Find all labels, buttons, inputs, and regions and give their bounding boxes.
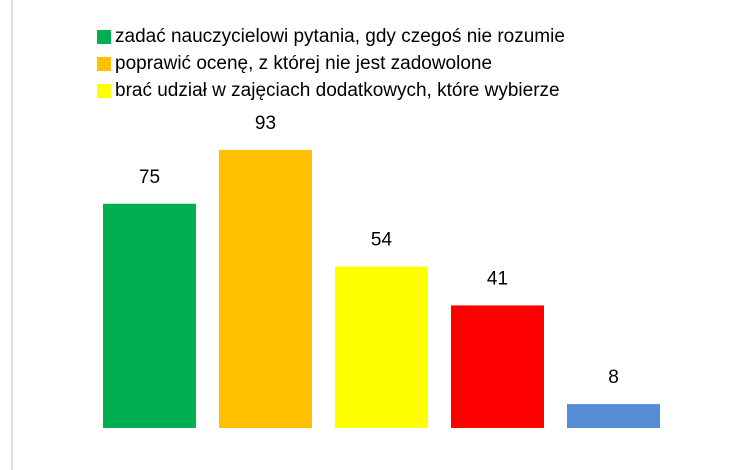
bar xyxy=(567,404,660,428)
bar xyxy=(451,305,544,428)
legend-swatch xyxy=(97,30,111,44)
legend-swatch xyxy=(97,57,111,71)
legend-swatch xyxy=(97,84,111,98)
data-label: 8 xyxy=(608,367,619,388)
bar xyxy=(335,266,428,428)
data-label: 93 xyxy=(255,113,276,134)
data-label: 75 xyxy=(139,167,160,188)
legend-label: zadać nauczycielowi pytania, gdy czegoś … xyxy=(115,26,565,47)
data-label: 54 xyxy=(371,230,393,251)
bar xyxy=(219,149,312,428)
bar xyxy=(103,203,196,428)
legend-label: poprawić ocenę, z której nie jest zadowo… xyxy=(115,53,492,74)
data-label: 41 xyxy=(487,268,508,289)
legend-label: brać udział w zajęciach dodatkowych, któ… xyxy=(115,80,560,101)
